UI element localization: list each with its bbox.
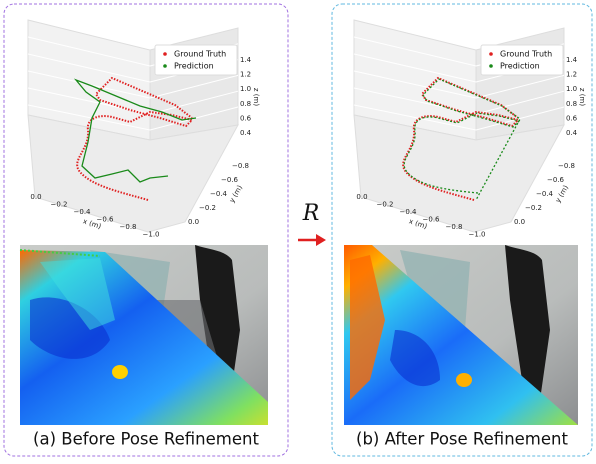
y-axis-label: y (m) [228, 184, 244, 204]
x-tick-label: −0.6 [423, 216, 441, 224]
y-tick-label: −0.4 [536, 190, 554, 198]
grid-line [353, 53, 477, 83]
grid-line [27, 104, 151, 131]
grid-line [353, 36, 477, 67]
x-tick-label: −1.0 [469, 231, 486, 239]
grid-line [149, 74, 239, 99]
trajectory-plot: 0.0−0.2−0.4−0.6−0.8−1.00.0−0.2−0.4−0.6−0… [27, 19, 260, 239]
z-tick-label: 0.4 [566, 129, 578, 137]
z-axis-label: z (m) [252, 88, 260, 106]
y-tick-label: −0.4 [210, 190, 228, 198]
legend-label: Ground Truth [174, 50, 226, 59]
grid-line [475, 74, 565, 99]
z-tick-label: 0.8 [240, 100, 251, 108]
ground-truth-trajectory [76, 76, 194, 201]
grid-line [27, 36, 151, 67]
pane [353, 114, 565, 233]
grid-line [353, 87, 477, 115]
legend-marker [489, 52, 493, 56]
x-tick-label: −0.6 [97, 216, 115, 224]
x-tick-label: 0.0 [30, 193, 41, 201]
legend-marker [163, 64, 167, 68]
y-tick-label: −0.2 [525, 204, 542, 212]
caption: (a) Before Pose Refinement [33, 430, 259, 449]
trajectory-plot: 0.0−0.2−0.4−0.6−0.8−1.00.0−0.2−0.4−0.6−0… [353, 19, 586, 239]
depth-image [19, 245, 268, 425]
y-tick-label: −0.8 [232, 162, 249, 170]
x-tick-label: −0.4 [400, 208, 418, 216]
y-tick-label: −0.2 [199, 204, 216, 212]
grid-line [353, 70, 477, 99]
legend-label: Ground Truth [500, 50, 552, 59]
arrow [298, 234, 326, 246]
legend-box [480, 44, 564, 76]
legend-marker [489, 64, 493, 68]
grid-line [353, 104, 477, 131]
legend-marker [163, 52, 167, 56]
z-tick-label: 1.0 [240, 85, 251, 93]
z-tick-label: 1.4 [566, 56, 578, 64]
panel-frame [3, 3, 289, 457]
z-tick-label: 1.2 [240, 71, 251, 79]
y-tick-label: −0.8 [558, 162, 575, 170]
x-tick-label: −1.0 [143, 231, 160, 239]
legend-box [154, 44, 238, 76]
prediction-trajectory [73, 78, 197, 183]
grid-line [475, 106, 565, 131]
grid-line [27, 87, 151, 115]
y-tick-label: −0.6 [547, 176, 565, 184]
prediction-trajectory [403, 78, 521, 201]
legend-label: Prediction [174, 62, 214, 71]
z-tick-label: 1.2 [566, 71, 577, 79]
caption: (b) After Pose Refinement [356, 430, 568, 449]
grid-line [475, 90, 565, 115]
x-tick-label: −0.2 [377, 201, 394, 209]
x-tick-label: −0.4 [74, 208, 92, 216]
z-tick-label: 0.8 [566, 100, 577, 108]
y-axis-label: y (m) [554, 184, 570, 204]
x-tick-label: −0.8 [446, 223, 463, 231]
grid-line [27, 53, 151, 83]
y-tick-label: −0.6 [221, 176, 239, 184]
z-tick-label: 0.6 [240, 114, 252, 122]
z-tick-label: 0.4 [240, 129, 252, 137]
x-tick-label: −0.8 [120, 223, 137, 231]
y-tick-label: 0.0 [188, 218, 199, 226]
pane [27, 114, 239, 233]
x-tick-label: −0.2 [51, 201, 68, 209]
z-tick-label: 0.6 [566, 114, 578, 122]
panel-frame [331, 3, 593, 457]
z-tick-label: 1.4 [240, 56, 252, 64]
ground-truth-trajectory [402, 76, 520, 201]
y-tick-label: 0.0 [514, 218, 525, 226]
x-tick-label: 0.0 [356, 193, 367, 201]
z-tick-label: 1.0 [566, 85, 577, 93]
depth-image [344, 245, 578, 425]
operator-symbol: R [302, 201, 320, 226]
legend-label: Prediction [500, 62, 540, 71]
grid-line [149, 90, 239, 115]
z-axis-label: z (m) [578, 88, 586, 106]
